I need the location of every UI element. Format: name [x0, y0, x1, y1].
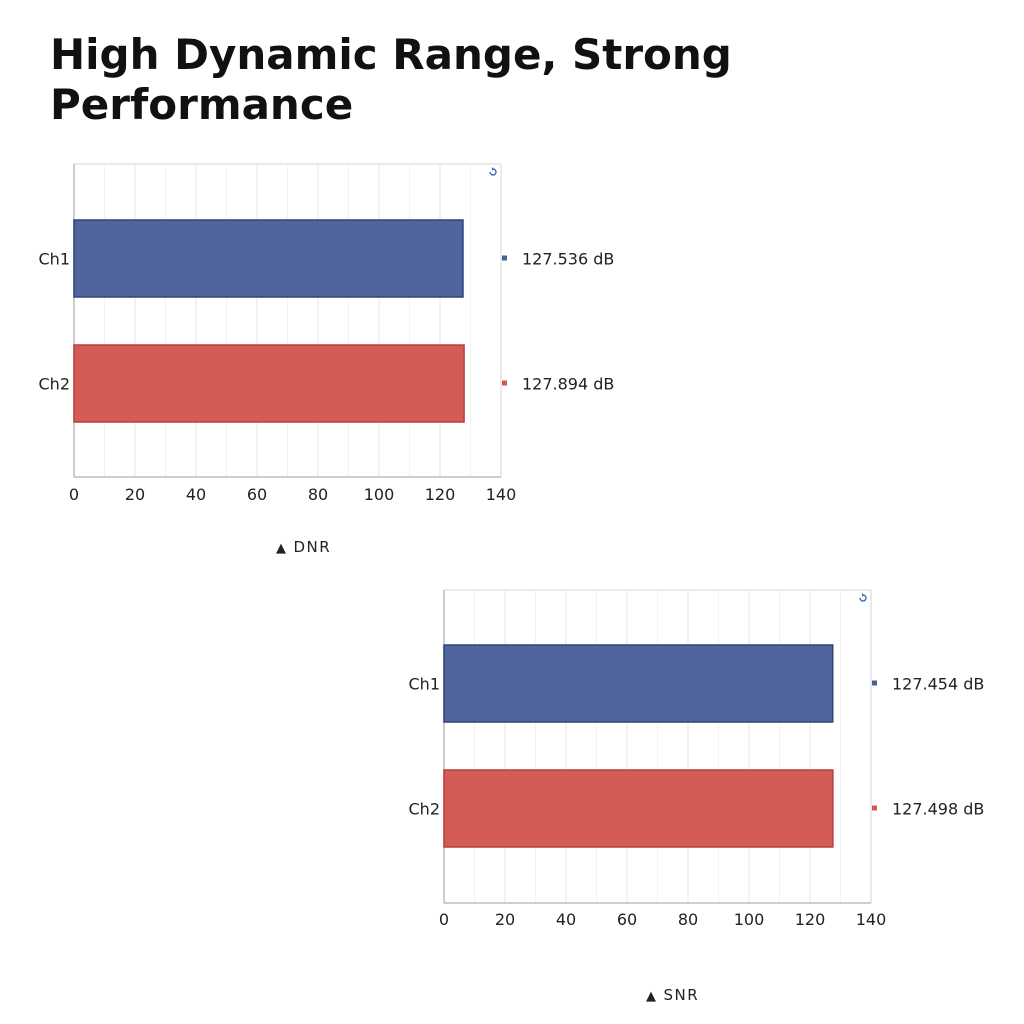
x-tick-label: 80 [308, 485, 328, 504]
refresh-icon [859, 593, 867, 602]
bar-ch1 [73, 219, 464, 298]
chart-dnr: 0 20 40 60 80 100 120 140 Ch1 127.536 dB Ch2 127.89… [39, 163, 614, 504]
refresh-arrow [492, 167, 494, 171]
x-tick-label: 120 [425, 485, 456, 504]
legend-swatch [872, 680, 877, 686]
snr-caption: ▲ SNR [646, 986, 699, 1004]
data-label: 127.894 dB [522, 375, 614, 394]
refresh-arc [859, 594, 867, 602]
dnr-caption: ▲ DNR [276, 538, 331, 556]
data-label: 127.498 dB [892, 800, 984, 819]
page-title: High Dynamic Range, Strong Performance [50, 30, 732, 129]
data-label: 127.536 dB [522, 250, 614, 269]
category-label: Ch1 [39, 250, 71, 269]
x-tick-label: 140 [486, 485, 517, 504]
x-tick-label: 0 [69, 485, 79, 504]
bar-ch1 [443, 644, 834, 723]
refresh-icon [489, 167, 497, 176]
legend-swatch [502, 380, 507, 386]
chart-snr: 0 20 40 60 80 100 120 140 Ch1 127.454 dB Ch2 127.49… [409, 589, 984, 929]
refresh-arc [489, 168, 497, 176]
x-tick-label: 40 [556, 910, 576, 929]
data-label: 127.454 dB [892, 675, 984, 694]
category-label: Ch2 [39, 375, 71, 394]
x-tick-label: 60 [247, 485, 267, 504]
category-label: Ch1 [409, 675, 441, 694]
bar-ch2 [73, 344, 465, 423]
x-tick-label: 100 [734, 910, 765, 929]
x-tick-label: 20 [125, 485, 145, 504]
legend-swatch [502, 255, 507, 261]
x-tick-label: 0 [439, 910, 449, 929]
x-tick-label: 100 [364, 485, 395, 504]
triangle-up-icon: ▲ [276, 541, 288, 556]
x-tick-label: 60 [617, 910, 637, 929]
x-tick-label: 120 [795, 910, 826, 929]
x-tick-label: 140 [856, 910, 887, 929]
triangle-up-icon: ▲ [646, 989, 658, 1004]
refresh-arrow [862, 593, 864, 597]
dnr-caption-text: DNR [293, 538, 332, 556]
x-tick-label: 80 [678, 910, 698, 929]
x-tick-label: 40 [186, 485, 206, 504]
x-tick-label: 20 [495, 910, 515, 929]
category-label: Ch2 [409, 800, 441, 819]
snr-caption-text: SNR [663, 986, 700, 1004]
bar-ch2 [443, 769, 834, 848]
legend-swatch [872, 805, 877, 811]
